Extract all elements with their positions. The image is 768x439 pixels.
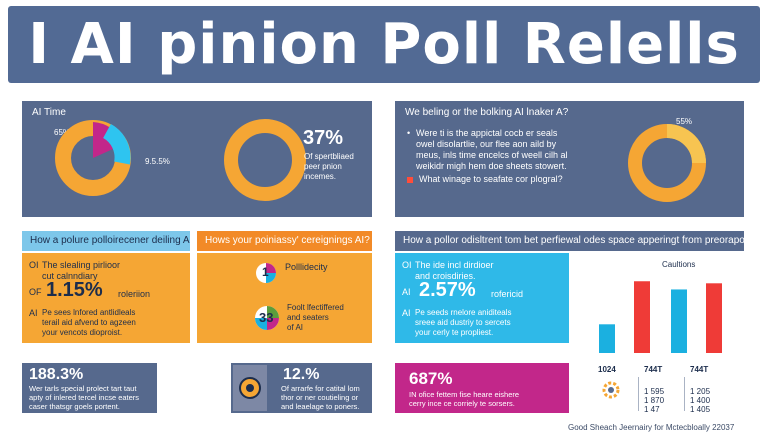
bottom-box-3: 687% IN ofice fettem fise heare eishere …: [395, 363, 569, 413]
table-cell-r1c3: 1 205: [690, 387, 711, 396]
stat-37: 37%: [303, 127, 344, 149]
table-cell-r2c2: 1 870: [644, 396, 665, 405]
top-left-panel: AI Time 65% 9.5.5% 37% Of spertbliaed pe…: [22, 101, 372, 217]
pie-label-65: 65%: [54, 128, 71, 137]
mid-right-r1-text: The ide incl dirdioer and croisdiries.: [415, 260, 494, 281]
mid-center-text-2: Foolt lfectiffered and seaters of AI: [287, 303, 344, 332]
mid-right-r1-tag: OI: [402, 260, 412, 270]
stat-12: 12.%: [283, 366, 320, 383]
mid-right-r3-text: Pe seeds rnelore aniditeals sreee aid du…: [415, 308, 512, 337]
mid-left-r3-text: Pe sees lnfored antlidleals terail aid a…: [42, 308, 136, 337]
mid-right-r2-tag: AI: [402, 287, 411, 297]
pie-icon-2: [255, 306, 279, 330]
stat-12-desc: Of arrarfe for catital lom thor or ner c…: [281, 384, 360, 411]
mid-left-r2-tag: OF: [29, 287, 42, 297]
question-left: How a polure polloirecener deiling AI?: [22, 231, 190, 251]
bar-1: [599, 324, 615, 353]
blue-segment: [102, 123, 131, 165]
bar-2: [634, 281, 650, 353]
orange-ring: [628, 124, 706, 202]
stat-37-desc: Of spertbliaed peer pnion incemes.: [304, 152, 354, 181]
gear-icon: [602, 381, 620, 399]
top-right-question: We beling or the bolking AI lnaker A?: [405, 107, 569, 118]
opinion-ring: [224, 119, 306, 201]
bullet-2-text: What winage to seafate cor plogral?: [419, 174, 563, 184]
bullet-1-text: Were ti is the appictal cocb er seals ow…: [416, 128, 568, 171]
table-header-3: 744T: [690, 365, 709, 374]
table-cell-r1c2: 1 595: [644, 387, 665, 396]
pie-icon-2-num: 33: [259, 310, 274, 325]
footer-text: Good Sheach Jeernairy for Mctecbloally 2…: [568, 423, 735, 432]
bullet-2: What winage to seafate cor plogral?: [407, 174, 563, 185]
table-divider-2: [684, 377, 685, 411]
bar-chart: Caultions: [599, 260, 722, 353]
mid-center-text-1: Polllidecity: [285, 262, 328, 272]
mid-left-panel: OI The slealing pirlioor cut calnndiary …: [22, 253, 190, 343]
table-cell-r3c3: 1 405: [690, 405, 711, 414]
mid-right-panel: OI The ide incl dirdioer and croisdiries…: [395, 253, 569, 343]
table-header-1: 1024: [598, 365, 616, 374]
ai-time-label: AI Time: [32, 107, 66, 118]
coin-icon-box: [233, 365, 267, 411]
bar-4: [706, 283, 722, 353]
bottom-box-1: 188.3% Wer tarls special prolect tart ta…: [22, 363, 157, 413]
bar-3: [671, 289, 687, 353]
pie-icon-1: [256, 263, 276, 283]
mid-right-r3-tag: AI: [402, 308, 411, 318]
mid-right-r2-big: 2.57%: [419, 279, 476, 301]
mid-left-r3-tag: AI: [29, 308, 38, 318]
mid-right-r2-small: rofericid: [491, 289, 524, 299]
table-cell-r2c3: 1 400: [690, 396, 711, 405]
mid-left-r2-small: roleriion: [118, 289, 151, 299]
mid-left-r1-tag: OI: [29, 260, 39, 270]
ai-time-donut: [55, 120, 131, 196]
pie-icon-1-num: 1: [262, 265, 269, 279]
ring-label-55: 55%: [676, 117, 693, 126]
bottom-box-2: 12.% Of arrarfe for catital lom thor or …: [231, 363, 372, 413]
title-banner: I AI pinion Poll Relells: [8, 6, 760, 83]
stat-1883: 188.3%: [29, 366, 84, 383]
stat-687: 687%: [409, 369, 453, 388]
red-bullet-icon: [407, 176, 413, 183]
stat-687-desc: IN ofice fettem fise heare eishere cerry…: [409, 390, 520, 408]
mid-left-r1-text: The slealing pirlioor cut calnndiary: [42, 260, 121, 281]
mid-left-r2-big: 1.15%: [46, 279, 103, 301]
coin-icon: [239, 377, 261, 399]
table-divider-1: [638, 377, 639, 411]
table-cell-r3c2: 1 47: [644, 405, 660, 414]
stat-1883-desc: Wer tarls special prolect tart taut apty…: [29, 384, 140, 411]
data-table: 1024 744T 744T 1 595 1 870 1 47 1 205 1 …: [598, 363, 744, 414]
top-right-panel: We beling or the bolking AI lnaker A? • …: [395, 101, 744, 217]
pie-label-915: 9.5.5%: [145, 157, 170, 166]
mid-center-panel: 1 Polllidecity 33 Foolt lfectiffered and…: [197, 253, 372, 343]
table-header-2: 744T: [644, 365, 663, 374]
chart-title: Caultions: [662, 260, 695, 269]
question-middle: Hows your poiniassy' cereignings AI?: [197, 231, 372, 251]
page-title: I AI pinion Poll Relells: [28, 12, 740, 77]
question-right: How a pollor odisltrent tom bet perfiewa…: [395, 231, 744, 251]
bar-chart-area: Caultions: [574, 253, 744, 357]
